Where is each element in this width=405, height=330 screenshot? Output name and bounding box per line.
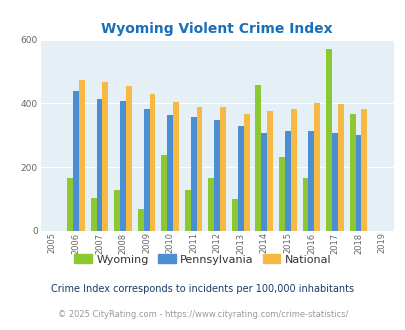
Bar bbox=[255, 85, 261, 231]
Bar bbox=[167, 115, 173, 231]
Title: Wyoming Violent Crime Index: Wyoming Violent Crime Index bbox=[101, 22, 332, 36]
Bar bbox=[308, 131, 313, 231]
Bar bbox=[149, 94, 155, 231]
Bar bbox=[243, 114, 249, 231]
Bar bbox=[161, 155, 167, 231]
Bar bbox=[79, 80, 85, 231]
Bar bbox=[284, 131, 290, 231]
Bar bbox=[143, 109, 149, 231]
Legend: Wyoming, Pennsylvania, National: Wyoming, Pennsylvania, National bbox=[70, 250, 335, 269]
Bar bbox=[355, 135, 360, 231]
Bar bbox=[173, 102, 179, 231]
Bar bbox=[278, 157, 284, 231]
Bar bbox=[349, 114, 355, 231]
Bar bbox=[302, 178, 308, 231]
Bar bbox=[231, 199, 237, 231]
Bar bbox=[96, 99, 102, 231]
Bar bbox=[290, 109, 296, 231]
Bar bbox=[266, 112, 273, 231]
Bar bbox=[237, 126, 243, 231]
Bar bbox=[220, 107, 226, 231]
Bar bbox=[261, 133, 266, 231]
Bar bbox=[313, 103, 320, 231]
Bar bbox=[214, 120, 220, 231]
Text: © 2025 CityRating.com - https://www.cityrating.com/crime-statistics/: © 2025 CityRating.com - https://www.city… bbox=[58, 310, 347, 319]
Bar bbox=[325, 49, 331, 231]
Bar bbox=[120, 101, 126, 231]
Text: Crime Index corresponds to incidents per 100,000 inhabitants: Crime Index corresponds to incidents per… bbox=[51, 284, 354, 294]
Bar bbox=[114, 189, 120, 231]
Bar bbox=[184, 189, 190, 231]
Bar bbox=[126, 85, 132, 231]
Bar bbox=[196, 107, 202, 231]
Bar bbox=[73, 91, 79, 231]
Bar bbox=[90, 197, 96, 231]
Bar bbox=[337, 104, 343, 231]
Bar bbox=[102, 82, 108, 231]
Bar bbox=[360, 109, 367, 231]
Bar bbox=[208, 178, 214, 231]
Bar bbox=[137, 209, 143, 231]
Bar bbox=[190, 117, 196, 231]
Bar bbox=[331, 133, 337, 231]
Bar bbox=[67, 178, 73, 231]
